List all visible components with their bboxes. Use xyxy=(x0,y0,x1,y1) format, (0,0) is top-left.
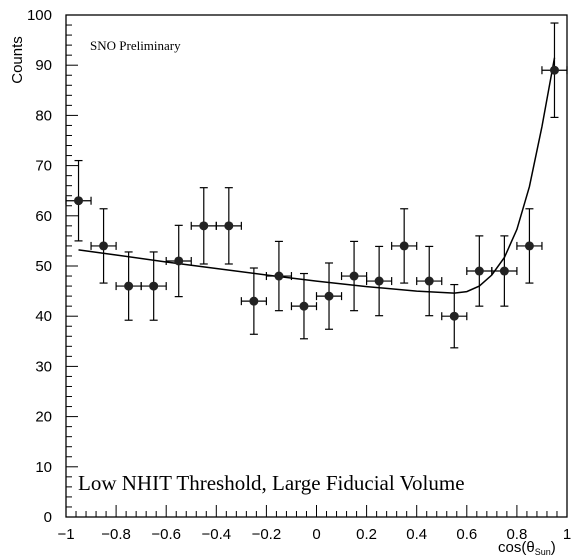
y-tick-label: 80 xyxy=(35,107,52,124)
data-marker xyxy=(374,276,384,286)
data-point xyxy=(190,187,217,265)
data-marker xyxy=(99,241,109,251)
data-marker xyxy=(124,281,134,291)
y-tick-label: 60 xyxy=(35,208,52,225)
data-marker xyxy=(299,301,309,311)
x-tick-label: 0.4 xyxy=(406,526,427,543)
data-marker xyxy=(524,241,534,251)
data-point xyxy=(340,240,368,312)
data-marker xyxy=(224,221,234,231)
data-marker xyxy=(499,266,509,276)
y-tick-label: 30 xyxy=(35,358,52,375)
threshold-label: Low NHIT Threshold, Large Fiducial Volum… xyxy=(78,471,465,495)
data-marker xyxy=(424,276,434,286)
x-tick-label: −0.2 xyxy=(252,526,282,543)
y-tick-label: 10 xyxy=(35,459,52,476)
y-tick-label: 100 xyxy=(27,7,52,24)
x-axis-label-sub: Sun xyxy=(535,547,551,557)
data-point xyxy=(140,251,167,321)
sno-preliminary-label: SNO Preliminary xyxy=(90,38,181,53)
y-tick-label: 0 xyxy=(44,509,52,526)
data-marker xyxy=(174,256,184,266)
y-axis-ticks: 0 10 20 30 40 50 60 70 80 90 100 xyxy=(27,7,78,526)
data-marker xyxy=(474,266,484,276)
y-tick-label: 40 xyxy=(35,308,52,325)
data-points-layer xyxy=(65,22,568,349)
data-marker xyxy=(74,196,84,206)
x-tick-label: −0.6 xyxy=(151,526,181,543)
data-point xyxy=(215,187,242,265)
plot-frame xyxy=(65,14,568,518)
data-point xyxy=(416,245,443,317)
data-marker xyxy=(149,281,159,291)
data-marker xyxy=(549,65,559,75)
data-point xyxy=(391,208,418,284)
x-axis-ticks: −1 −0.8 −0.6 −0.4 −0.2 0 0.2 0.4 0.6 0.8 1 xyxy=(57,505,571,543)
x-tick-label: 0.8 xyxy=(506,526,527,543)
x-tick-label: −0.4 xyxy=(201,526,231,543)
data-point xyxy=(516,208,543,284)
data-point xyxy=(165,224,192,298)
y-axis-label: Counts xyxy=(9,36,26,84)
data-point xyxy=(441,283,468,349)
x-axis-label-main: cos(θ xyxy=(498,539,535,556)
x-tick-label: 0.2 xyxy=(356,526,377,543)
data-point xyxy=(541,22,568,119)
data-point xyxy=(315,262,343,330)
y-tick-label: 20 xyxy=(35,409,52,426)
data-marker xyxy=(399,241,409,251)
data-point xyxy=(466,235,493,307)
data-point xyxy=(240,267,267,335)
y-tick-label: 50 xyxy=(35,258,52,275)
data-marker xyxy=(324,291,334,301)
data-point xyxy=(491,235,518,307)
data-point xyxy=(366,245,393,317)
fit-curve-layer xyxy=(78,57,556,294)
data-point xyxy=(290,272,318,340)
data-point xyxy=(65,159,92,242)
data-marker xyxy=(449,311,459,321)
x-axis-label: cos(θSun) xyxy=(498,539,556,557)
x-tick-label: 0.6 xyxy=(456,526,477,543)
x-tick-label: 1 xyxy=(563,526,571,543)
data-marker xyxy=(199,221,209,231)
data-marker xyxy=(249,296,259,306)
y-tick-label: 90 xyxy=(35,57,52,74)
fit-curve xyxy=(78,57,556,294)
data-point xyxy=(115,251,142,321)
data-marker xyxy=(349,271,359,281)
data-point xyxy=(265,240,293,312)
data-marker xyxy=(274,271,284,281)
x-axis-label-close: ) xyxy=(551,539,556,556)
y-tick-label: 70 xyxy=(35,158,52,175)
data-point xyxy=(90,208,117,284)
x-tick-label: −0.8 xyxy=(101,526,131,543)
x-tick-label: −1 xyxy=(57,526,74,543)
x-tick-label: 0 xyxy=(312,526,320,543)
